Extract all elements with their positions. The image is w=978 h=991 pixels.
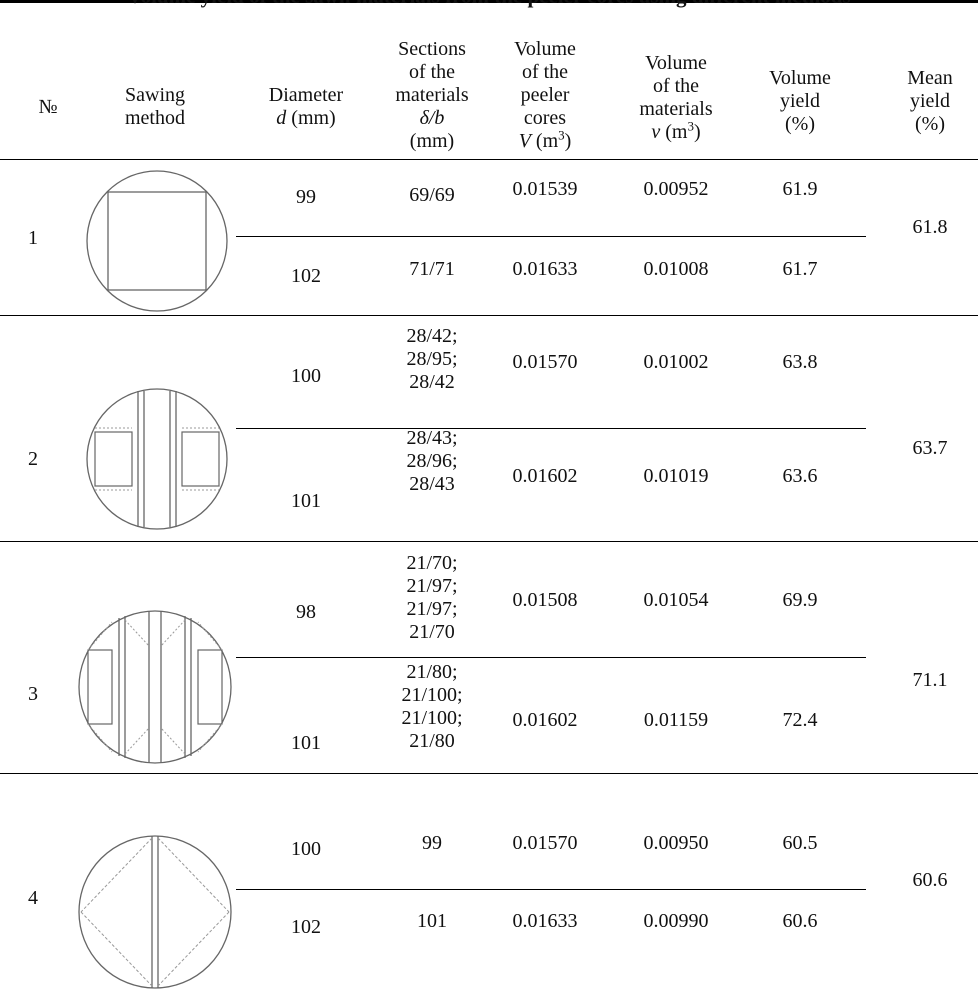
material-volume-value: 0.00952 <box>643 178 709 200</box>
peeler-volume-value: 0.01602 <box>512 709 578 731</box>
header-material-volume: Volume of the materials v (m3) <box>639 52 713 143</box>
peeler-volume-value: 0.01539 <box>512 178 578 200</box>
square-sawing-diagram <box>86 170 228 312</box>
peeler-volume-value: 0.01602 <box>512 465 578 487</box>
material-volume-value: 0.01002 <box>643 351 709 373</box>
mean-yield-value: 60.6 <box>912 869 948 891</box>
header-peeler-volume: Volume of the peeler cores V (m3) <box>514 38 576 152</box>
header-rule <box>0 159 978 160</box>
diameter-value: 101 <box>291 490 321 512</box>
material-volume-value: 0.01054 <box>643 589 709 611</box>
header-mean-yield: Mean yield (%) <box>907 67 953 135</box>
three-board-sawing-diagram <box>86 388 228 530</box>
group-number: 2 <box>28 448 38 470</box>
volume-yield-value: 61.9 <box>782 178 818 200</box>
peeler-volume-value: 0.01508 <box>512 589 578 611</box>
material-volume-value: 0.01008 <box>643 258 709 280</box>
diameter-value: 99 <box>296 186 316 208</box>
diameter-value: 101 <box>291 732 321 754</box>
four-board-sawing-diagram <box>78 610 232 764</box>
mean-yield-value: 71.1 <box>912 669 948 691</box>
sections-value: 28/43; 28/96; 28/43 <box>406 427 458 495</box>
sections-value: 71/71 <box>409 258 455 280</box>
volume-yield-value: 72.4 <box>782 709 818 731</box>
sections-value: 28/42; 28/95; 28/42 <box>406 325 458 393</box>
diamond-sawing-diagram <box>78 835 232 989</box>
material-volume-value: 0.01019 <box>643 465 709 487</box>
volume-yield-value: 69.9 <box>782 589 818 611</box>
group-rule <box>0 773 978 774</box>
sections-value: 99 <box>422 832 442 854</box>
sections-value: 21/80; 21/100; 21/100; 21/80 <box>401 661 463 752</box>
row-separator <box>236 657 866 658</box>
group-number: 3 <box>28 683 38 705</box>
volume-yield-value: 63.8 <box>782 351 818 373</box>
header-sections: Sections of the materials δ/b (mm) <box>395 38 469 152</box>
group-rule <box>0 315 978 316</box>
peeler-volume-value: 0.01633 <box>512 910 578 932</box>
group-number: 1 <box>28 227 38 249</box>
volume-yield-value: 61.7 <box>782 258 818 280</box>
top-rule <box>0 0 978 3</box>
diameter-value: 100 <box>291 838 321 860</box>
diameter-value: 100 <box>291 365 321 387</box>
material-volume-value: 0.00990 <box>643 910 709 932</box>
group-number: 4 <box>28 887 38 909</box>
material-volume-value: 0.00950 <box>643 832 709 854</box>
group-rule <box>0 541 978 542</box>
peeler-volume-value: 0.01570 <box>512 832 578 854</box>
diameter-value: 102 <box>291 265 321 287</box>
sections-value: 101 <box>417 910 447 932</box>
table-caption: Volume yield of the sawn materials from … <box>0 0 978 9</box>
row-separator <box>236 889 866 890</box>
header-sawing-method: Sawing method <box>125 84 185 129</box>
mean-yield-value: 63.7 <box>912 437 948 459</box>
volume-yield-value: 60.5 <box>782 832 818 854</box>
peeler-volume-value: 0.01633 <box>512 258 578 280</box>
sections-value: 21/70; 21/97; 21/97; 21/70 <box>406 552 458 643</box>
row-separator <box>236 236 866 237</box>
header-volume-yield: Volume yield (%) <box>769 67 831 135</box>
diameter-value: 102 <box>291 916 321 938</box>
material-volume-value: 0.01159 <box>643 709 709 731</box>
volume-yield-value: 63.6 <box>782 465 818 487</box>
volume-yield-value: 60.6 <box>782 910 818 932</box>
header-no: № <box>38 96 58 118</box>
row-separator <box>236 428 866 429</box>
mean-yield-value: 61.8 <box>912 216 948 238</box>
diameter-value: 98 <box>296 601 316 623</box>
sections-value: 69/69 <box>409 184 455 206</box>
header-diameter: Diameter d (mm) <box>268 84 344 129</box>
peeler-volume-value: 0.01570 <box>512 351 578 373</box>
